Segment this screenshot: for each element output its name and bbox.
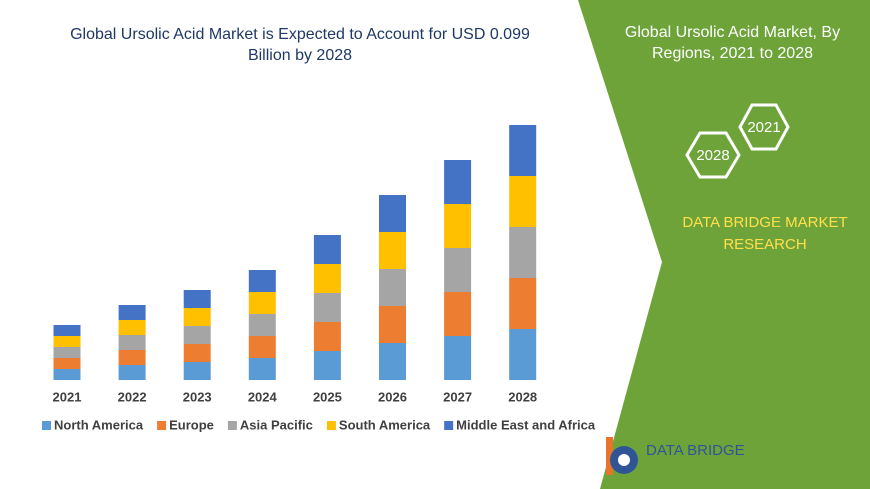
bar-segment <box>183 326 211 344</box>
legend-swatch <box>227 421 237 430</box>
legend-label: South America <box>339 417 431 432</box>
bar-segment <box>118 365 146 380</box>
bar-segment <box>444 204 472 248</box>
x-tick-label: 2026 <box>378 389 407 404</box>
bar-segment <box>248 270 276 292</box>
x-tick-label: 2024 <box>248 389 278 404</box>
green-panel <box>578 0 870 489</box>
logo-icon <box>606 437 638 475</box>
bar-segment <box>313 351 341 380</box>
x-tick-label: 2025 <box>313 389 342 404</box>
x-tick-label: 2028 <box>508 389 537 404</box>
panel-title: Global Ursolic Acid Market, By Regions, … <box>624 24 841 62</box>
bar-segment <box>53 347 81 358</box>
bar-segment <box>248 358 276 380</box>
bar-segment <box>444 292 472 336</box>
hexagon-label: 2028 <box>696 147 729 164</box>
legend-swatch <box>444 421 454 430</box>
bar-segment <box>379 343 406 380</box>
bar-segment <box>313 235 341 264</box>
bar-segment <box>118 350 146 365</box>
bar-segment <box>53 358 81 369</box>
x-tick-label: 2022 <box>118 389 147 404</box>
bar-segment <box>183 344 211 362</box>
x-tick-label: 2027 <box>443 389 472 404</box>
bar-segment <box>53 336 81 347</box>
bar-segment <box>379 195 406 232</box>
bar-segment <box>379 306 406 343</box>
brand-text: DATA BRIDGE MARKET RESEARCH <box>682 214 848 253</box>
legend-label: Asia Pacific <box>240 417 313 432</box>
bar-segment <box>509 176 537 227</box>
bar-segment <box>118 305 146 320</box>
x-tick-label: 2021 <box>53 389 82 404</box>
chart-title: Global Ursolic Acid Market is Expected t… <box>70 26 530 64</box>
bar-segment <box>379 232 406 269</box>
legend-swatch <box>157 421 167 430</box>
bar-segment <box>444 336 472 380</box>
bar-segment <box>183 362 211 380</box>
hexagon <box>685 131 741 179</box>
bar-segment <box>509 125 537 176</box>
bar-segment <box>53 325 81 336</box>
hexagon-label: 2021 <box>747 119 780 136</box>
legend-label: North America <box>54 417 144 432</box>
bar-segment <box>509 278 537 329</box>
bar-segment <box>183 290 211 308</box>
bar-segment <box>248 292 276 314</box>
legend-swatch <box>326 421 336 430</box>
bar-segment <box>183 308 211 326</box>
x-tick-label: 2023 <box>183 389 212 404</box>
bar-segment <box>379 269 406 306</box>
logo-text: DATA BRIDGE <box>646 442 745 459</box>
bar-segment <box>313 293 341 322</box>
legend-swatch <box>42 421 51 430</box>
bar-segment <box>53 369 81 380</box>
bar-segment <box>509 227 537 278</box>
bar-segment <box>248 336 276 358</box>
bar-segment <box>118 335 146 350</box>
bar-segment <box>509 329 537 380</box>
legend-label: Europe <box>169 417 214 432</box>
legend-label: Middle East and Africa <box>456 417 596 432</box>
bar-segment <box>118 320 146 335</box>
bar-segment <box>444 248 472 292</box>
bar-segment <box>444 160 472 204</box>
bar-segment <box>313 264 341 293</box>
bar-segment <box>248 314 276 336</box>
hexagon <box>738 103 790 151</box>
bar-segment <box>313 322 341 351</box>
